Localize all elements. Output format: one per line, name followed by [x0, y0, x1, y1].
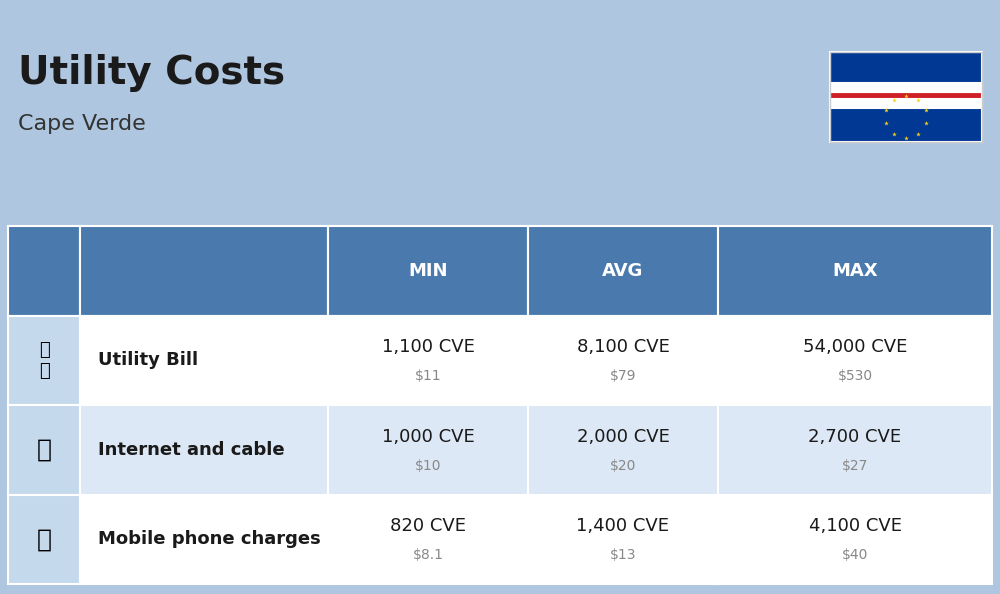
FancyBboxPatch shape [528, 315, 718, 405]
Text: 1,400 CVE: 1,400 CVE [576, 517, 670, 535]
Text: $20: $20 [610, 459, 636, 473]
Text: 54,000 CVE: 54,000 CVE [803, 338, 907, 356]
Text: $79: $79 [610, 369, 636, 383]
Text: $8.1: $8.1 [413, 548, 444, 563]
Text: $13: $13 [610, 548, 636, 563]
FancyBboxPatch shape [80, 405, 328, 494]
Text: MIN: MIN [408, 262, 448, 280]
FancyBboxPatch shape [528, 494, 718, 584]
FancyBboxPatch shape [8, 315, 80, 405]
Text: 2,000 CVE: 2,000 CVE [577, 428, 669, 446]
Text: 🔧
🔌: 🔧 🔌 [39, 341, 49, 380]
Text: AVG: AVG [602, 262, 644, 280]
Text: 📶: 📶 [36, 438, 52, 462]
FancyBboxPatch shape [718, 405, 992, 494]
Text: 820 CVE: 820 CVE [390, 517, 466, 535]
Text: $40: $40 [842, 548, 868, 563]
FancyBboxPatch shape [830, 83, 982, 91]
Text: 📱: 📱 [36, 527, 52, 551]
FancyBboxPatch shape [830, 91, 982, 99]
Text: $27: $27 [842, 459, 868, 473]
Text: Mobile phone charges: Mobile phone charges [98, 530, 321, 548]
FancyBboxPatch shape [8, 405, 80, 494]
Text: MAX: MAX [832, 262, 878, 280]
Text: Utility Costs: Utility Costs [18, 54, 285, 92]
FancyBboxPatch shape [528, 405, 718, 494]
FancyBboxPatch shape [328, 405, 528, 494]
Text: Utility Bill: Utility Bill [98, 351, 198, 369]
FancyBboxPatch shape [328, 315, 528, 405]
FancyBboxPatch shape [718, 494, 992, 584]
FancyBboxPatch shape [718, 315, 992, 405]
Text: 2,700 CVE: 2,700 CVE [808, 428, 902, 446]
FancyBboxPatch shape [80, 315, 328, 405]
FancyBboxPatch shape [718, 226, 992, 315]
Text: $530: $530 [837, 369, 873, 383]
FancyBboxPatch shape [830, 52, 982, 142]
FancyBboxPatch shape [830, 99, 982, 108]
FancyBboxPatch shape [80, 494, 328, 584]
Text: $11: $11 [415, 369, 441, 383]
FancyBboxPatch shape [528, 226, 718, 315]
Text: $10: $10 [415, 459, 441, 473]
Text: Cape Verde: Cape Verde [18, 114, 146, 134]
FancyBboxPatch shape [328, 494, 528, 584]
Text: 8,100 CVE: 8,100 CVE [577, 338, 669, 356]
FancyBboxPatch shape [8, 494, 80, 584]
Text: 1,100 CVE: 1,100 CVE [382, 338, 474, 356]
Text: 1,000 CVE: 1,000 CVE [382, 428, 474, 446]
Text: 4,100 CVE: 4,100 CVE [809, 517, 902, 535]
FancyBboxPatch shape [80, 226, 328, 315]
FancyBboxPatch shape [328, 226, 528, 315]
FancyBboxPatch shape [8, 226, 80, 315]
Text: Internet and cable: Internet and cable [98, 441, 285, 459]
